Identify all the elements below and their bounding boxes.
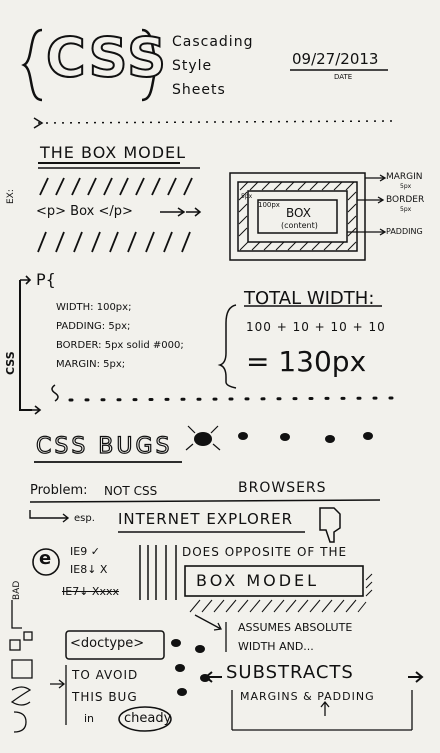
css-logo: CSS (45, 25, 168, 90)
total-width-sum: 100 + 10 + 10 + 10 (246, 320, 386, 334)
subtracts-text: SUBSTRACTS (226, 662, 354, 683)
padding-label: PADDING (386, 227, 423, 236)
box-model-diagram (229, 172, 387, 261)
ie-logo-ring (32, 548, 60, 576)
css-line-margin: MARGIN: 5px; (56, 359, 126, 370)
header-sheets: Sheets (172, 82, 226, 98)
box-model-title: THE BOX MODEL (40, 143, 187, 162)
total-width-result: = 130px (246, 345, 367, 378)
example-code: <p> Box </p> (36, 204, 133, 219)
box-model-box-text: BOX MODEL (196, 571, 320, 590)
date-label: DATE (334, 73, 353, 81)
css-line-width: WIDTH: 100px; (56, 302, 132, 313)
assumes-text: ASSUMES ABSOLUTE (238, 621, 353, 634)
header-cascading: Cascading (172, 34, 254, 50)
bad-label: BAD (12, 580, 22, 600)
ie8-line: IE8↓ X (70, 563, 108, 576)
date-value: 09/27/2013 (292, 50, 379, 68)
padding-size: 5px (241, 193, 253, 200)
margins-padding-text: MARGINS & PADDING (240, 690, 375, 703)
to-avoid-text: TO AVOID (72, 668, 139, 682)
bug-icons (171, 432, 373, 696)
in-text: in (84, 712, 95, 725)
thumbs-down-icon (319, 507, 341, 543)
problem-label: Problem: (30, 483, 88, 498)
header-style: Style (172, 58, 213, 74)
css-rule-start: P{ (36, 270, 56, 289)
ex-label: EX: (6, 189, 16, 204)
hatch-bottom (37, 231, 191, 253)
css-line-padding: PADDING: 5px; (56, 321, 131, 332)
browsers-text: BROWSERS (238, 480, 327, 496)
doctype-text: <doctype> (70, 636, 145, 651)
width-and-text: WIDTH AND... (238, 640, 314, 653)
border-label: BORDER (386, 195, 425, 205)
box-content: BOX (286, 206, 311, 220)
bugs-title: CSS BUGS (35, 433, 173, 459)
left-brace (21, 28, 43, 102)
box-width-note: 100px (258, 201, 280, 209)
box-content-sub: (content) (281, 221, 318, 230)
css-side-label: CSS (4, 351, 17, 375)
cheady-text: cheady (124, 711, 172, 726)
hatch-top (39, 177, 193, 196)
ie7-line: IE7↓ Xxxx (62, 585, 119, 598)
this-bug-text: THIS BUG (72, 690, 138, 704)
total-width-label: TOTAL WIDTH: (244, 288, 375, 309)
ie-logo: e (39, 548, 52, 569)
margin-label: MARGIN (386, 172, 423, 182)
problem-text: NOT CSS (104, 484, 158, 498)
left-doodles (9, 600, 33, 733)
margin-size: 5px (400, 183, 412, 190)
css-line-border: BORDER: 5px solid #000; (56, 340, 184, 351)
right-brace (141, 28, 163, 102)
ie-text: INTERNET EXPLORER (118, 510, 294, 528)
border-size: 5px (400, 206, 412, 213)
ie9-line: IE9 ✓ (70, 545, 100, 558)
does-opposite-text: DOES OPPOSITE OF THE (182, 545, 348, 559)
header-divider (33, 117, 396, 129)
esp-label: esp. (74, 513, 95, 524)
